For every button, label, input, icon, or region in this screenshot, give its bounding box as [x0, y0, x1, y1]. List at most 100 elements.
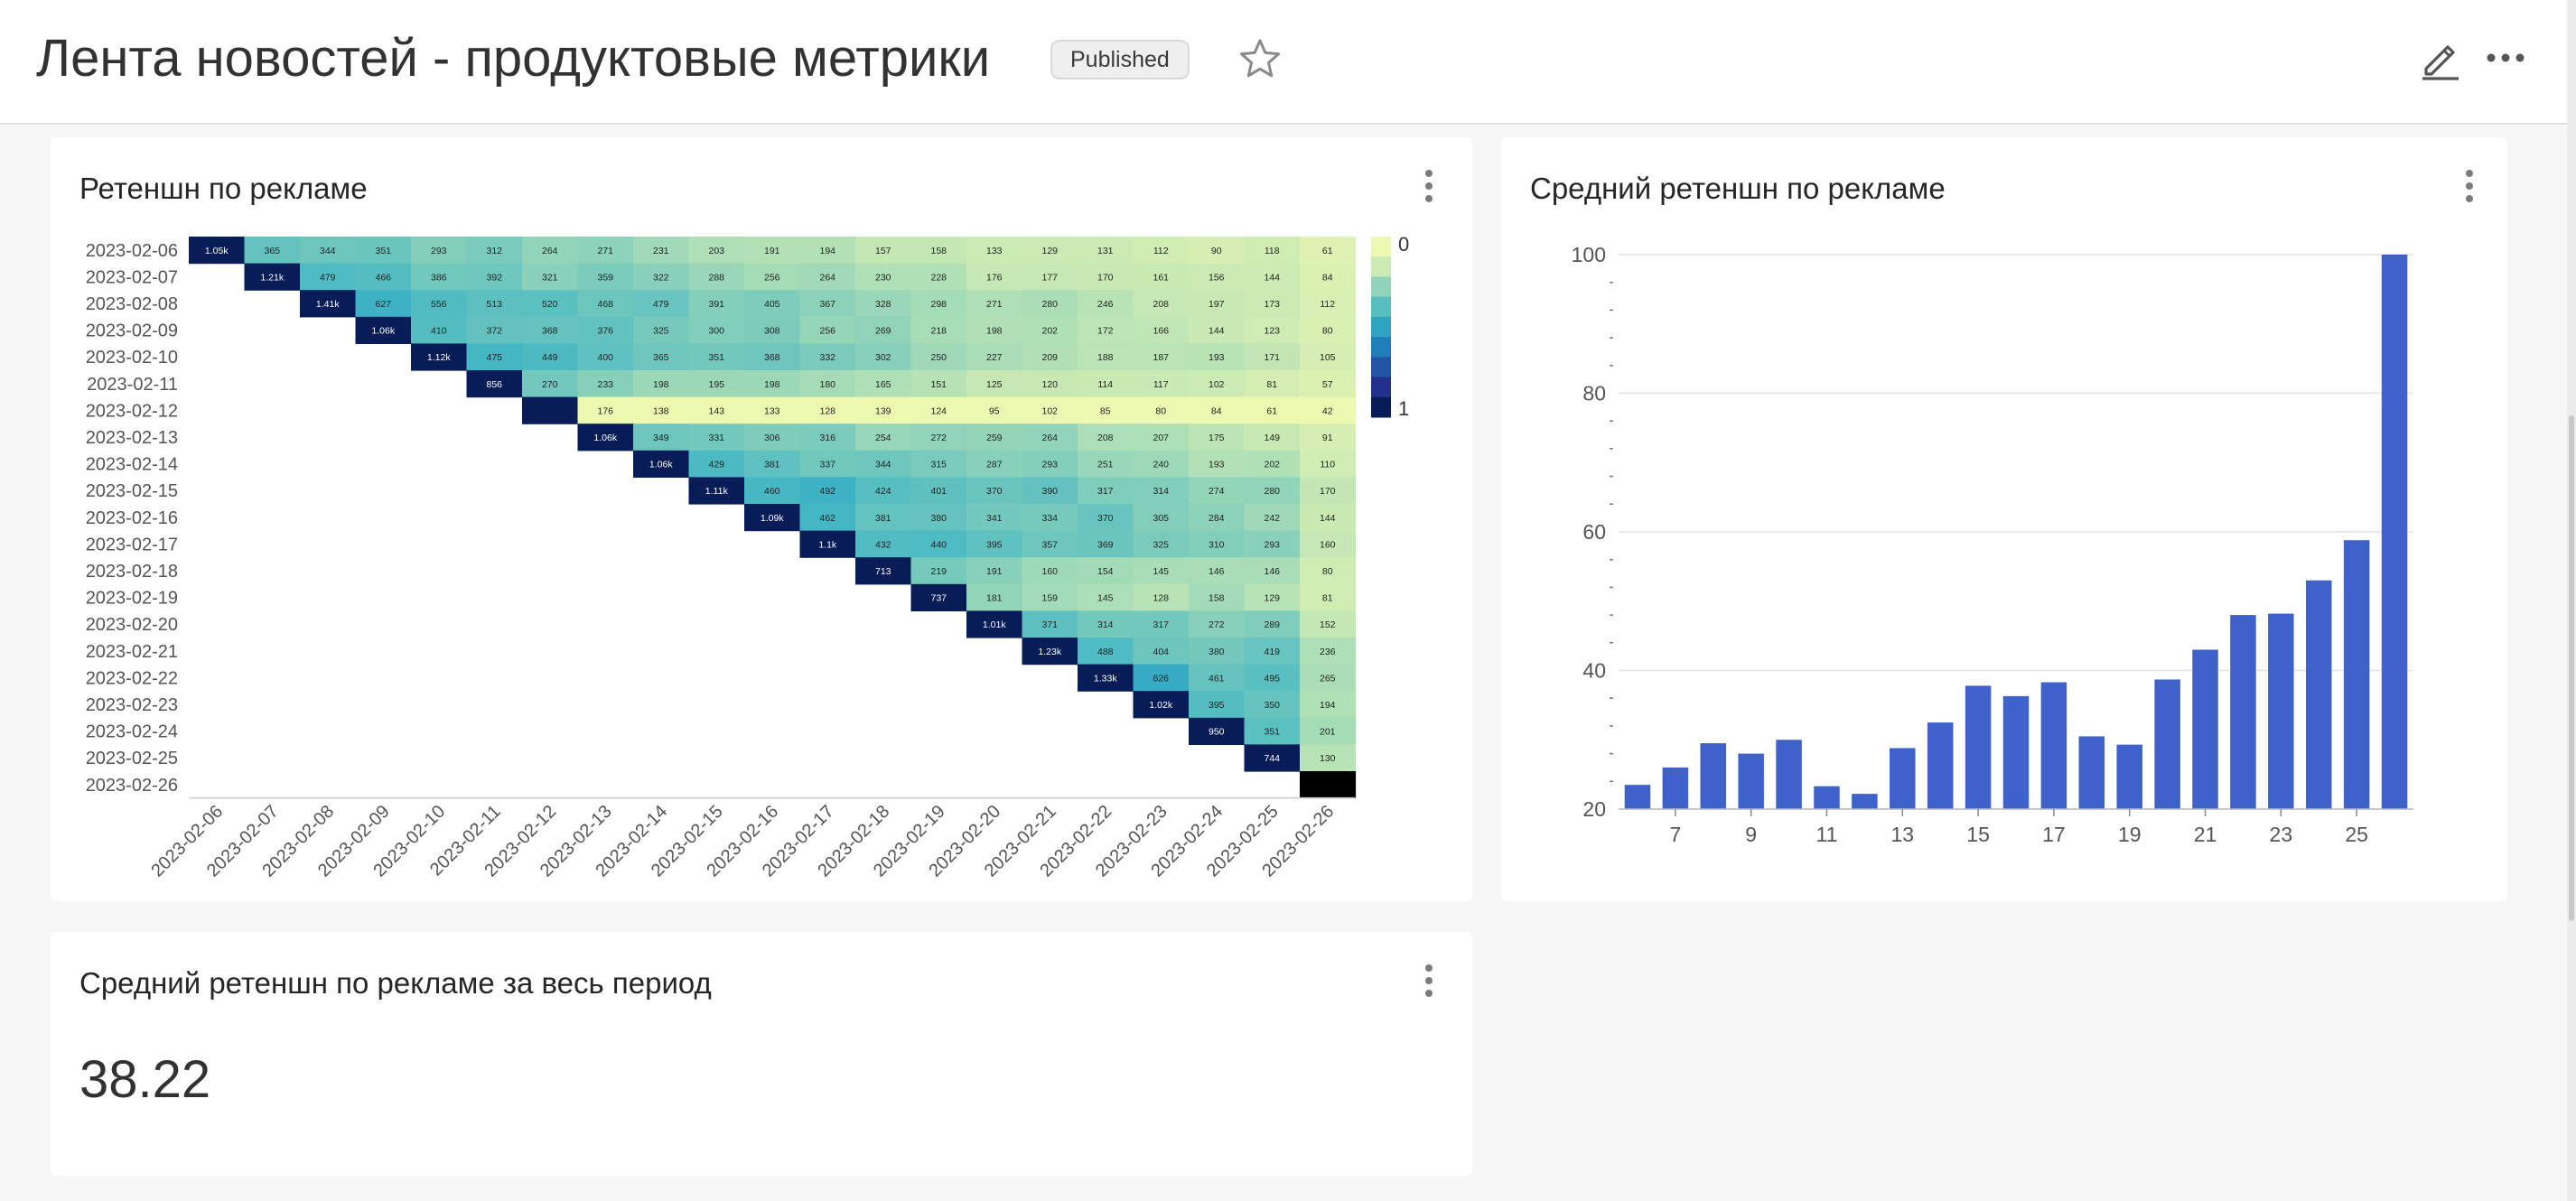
heatmap-cell-label: 1.06k	[649, 460, 673, 470]
heatmap-cell	[910, 343, 967, 371]
heatmap-cell	[688, 237, 745, 265]
heatmap-cell-label: 432	[875, 539, 891, 550]
heatmap-cell-label: 1.23k	[1038, 647, 1061, 657]
heatmap-cell-label: 419	[1264, 647, 1280, 657]
heatmap-cell-label: 272	[1209, 619, 1225, 630]
heatmap-cell	[1300, 477, 1357, 505]
heatmap-cell	[1244, 583, 1301, 611]
heatmap-cell	[799, 263, 856, 291]
heatmap-cell-label: 400	[597, 352, 613, 363]
heatmap-cell-label: 175	[1209, 433, 1225, 443]
heatmap-cell	[577, 396, 634, 424]
heatmap-cell-label: 124	[930, 405, 947, 416]
heatmap-cell-label: 325	[1153, 539, 1169, 550]
heatmap-cell	[355, 290, 412, 318]
heatmap-cell-label: 114	[1097, 379, 1113, 390]
heatmap-cell	[855, 237, 912, 265]
heatmap-cell-label: 1.06k	[371, 326, 395, 337]
heatmap-cell-label: 293	[1264, 539, 1280, 550]
bar	[2002, 695, 2030, 809]
heatmap-cell	[522, 290, 579, 318]
heatmap-cell-label: 118	[1265, 246, 1280, 256]
heatmap-legend-swatch	[1371, 256, 1391, 277]
heatmap-cell	[1244, 450, 1301, 478]
heatmap-cell-label: 334	[1041, 513, 1058, 524]
heatmap-cell	[633, 237, 690, 265]
favorite-button[interactable]	[1237, 36, 1283, 81]
heatmap-cell-label: 293	[431, 246, 447, 256]
heatmap-cell-label: 332	[819, 352, 835, 363]
heatmap-cell-label: 271	[597, 246, 613, 256]
bar	[2305, 580, 2332, 809]
status-badge[interactable]: Published	[1050, 40, 1190, 79]
heatmap-cell-label: 187	[1153, 352, 1169, 363]
heatmap-cell	[1022, 237, 1078, 265]
heatmap-cell	[577, 263, 634, 291]
heatmap-cell	[1189, 664, 1246, 692]
heatmap-cell	[1189, 316, 1246, 344]
heatmap-cell	[1300, 610, 1357, 638]
heatmap-cell-label: 1.06k	[593, 433, 617, 443]
heatmap-cell-label: 202	[1264, 460, 1280, 470]
heatmap-cell	[1022, 638, 1078, 666]
heatmap-cell-label: 157	[875, 246, 891, 256]
heatmap-cell	[411, 290, 468, 318]
heatmap-cell-label: 316	[819, 433, 835, 443]
big-number-card-menu-button[interactable]	[1418, 963, 1440, 999]
heatmap-cell-label: 370	[1097, 513, 1114, 524]
heatmap-cell-label: 1.12k	[427, 352, 451, 363]
heatmap-cell-label: 180	[819, 379, 835, 390]
bar-y-tick-label: 20	[1582, 797, 1606, 821]
heatmap-cell-label: 264	[819, 272, 835, 283]
heatmap-cell	[855, 343, 912, 371]
heatmap-cell-label: 556	[431, 299, 447, 310]
heatmap-cell	[1244, 424, 1301, 452]
heatmap-cell	[355, 237, 412, 265]
heatmap-cell-label: 160	[1041, 566, 1058, 577]
heatmap-cell	[1078, 610, 1134, 638]
heatmap-cell	[1300, 237, 1357, 265]
heatmap-cell-label: 479	[653, 299, 669, 310]
heatmap-card-menu-button[interactable]	[1418, 168, 1440, 204]
heatmap-cell	[1244, 610, 1301, 638]
heatmap-row-label: 2023-02-08	[86, 294, 178, 314]
heatmap-cell	[1244, 504, 1301, 532]
heatmap-row-label: 2023-02-18	[86, 562, 178, 582]
bar	[1776, 740, 1802, 809]
bar-card-menu-button[interactable]	[2459, 168, 2480, 204]
page-scrollbar-thumb[interactable]	[2569, 415, 2574, 921]
heatmap-cell	[577, 424, 634, 452]
heatmap-cell	[855, 290, 912, 318]
edit-dashboard-button[interactable]	[2417, 34, 2464, 81]
heatmap-cell	[799, 237, 856, 265]
heatmap-cell	[1133, 583, 1190, 611]
heatmap-row-label: 2023-02-09	[86, 321, 178, 341]
heatmap-cell	[910, 477, 967, 505]
heatmap-cell	[1300, 316, 1357, 344]
heatmap-row-label: 2023-02-25	[86, 749, 178, 768]
heatmap-cell-label: 160	[1320, 539, 1336, 550]
heatmap-cell	[966, 263, 1023, 291]
kebab-icon	[1425, 170, 1433, 177]
heatmap-cell-label: 228	[930, 272, 947, 283]
star-icon	[1240, 39, 1280, 78]
heatmap-cell	[577, 290, 634, 318]
heatmap-cell	[1244, 396, 1301, 424]
heatmap-cell-label: 475	[486, 352, 502, 363]
heatmap-cell-label: 250	[930, 352, 947, 363]
heatmap-cell	[1300, 771, 1357, 799]
heatmap-cell	[1078, 504, 1134, 532]
heatmap-cell-label: 950	[1209, 727, 1225, 738]
heatmap-cell-label: 460	[764, 486, 780, 497]
heatmap-row-label: 2023-02-23	[86, 695, 178, 715]
bar-x-tick-label: 23	[2270, 823, 2293, 846]
heatmap-cell	[688, 450, 745, 478]
more-options-button[interactable]	[2482, 34, 2529, 81]
heatmap-cell	[1133, 664, 1190, 692]
heatmap-cell-label: 488	[1097, 647, 1114, 657]
heatmap-cell-label: 424	[875, 486, 891, 497]
heatmap-cell-label: 1.1k	[818, 539, 837, 550]
heatmap-cell-label: 129	[1264, 593, 1280, 604]
heatmap-cell-label: 194	[819, 246, 835, 256]
heatmap-cell	[1078, 530, 1134, 558]
